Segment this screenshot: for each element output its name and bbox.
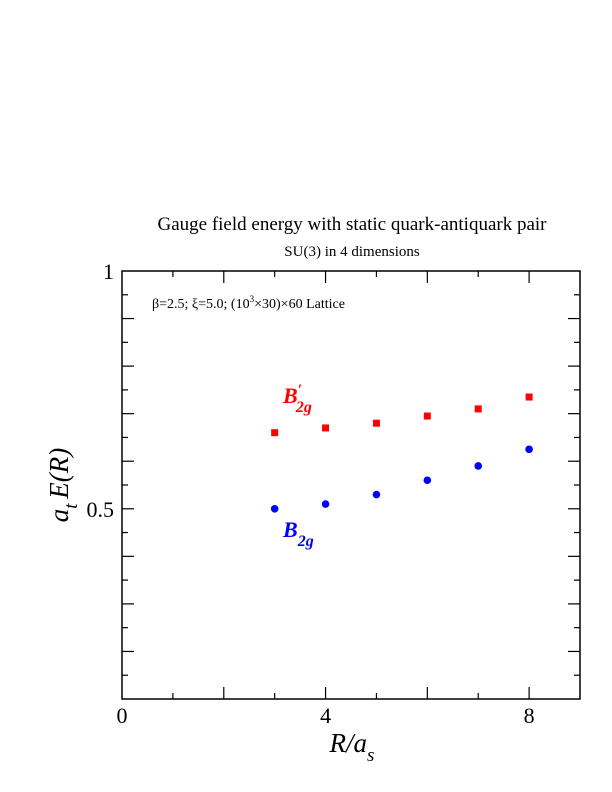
data-point-series1-0 [270, 504, 279, 513]
data-point-series1-4 [474, 462, 483, 470]
plot-area [121, 270, 581, 700]
data-points [270, 393, 533, 513]
axis-ticks [122, 271, 580, 699]
y-axis-label: at E(R) [44, 448, 82, 523]
data-point-series0-4 [474, 405, 482, 413]
x-axis-label: R/as [329, 728, 375, 766]
data-point-series0-3 [423, 412, 431, 420]
x-tick-label-8: 8 [524, 703, 535, 728]
data-point-series1-2 [372, 490, 381, 499]
series-label-b2g-prime: B′ 2g [282, 382, 312, 416]
data-point-series0-2 [372, 419, 380, 427]
y-tick-label-0.5: 0.5 [87, 497, 115, 522]
y-tick-label-1: 1 [103, 259, 114, 284]
chart-title: Gauge field energy with static quark-ant… [157, 214, 547, 235]
series-label-b2g: B2g [282, 517, 314, 550]
chart-subtitle: SU(3) in 4 dimensions [284, 244, 420, 260]
data-point-series0-5 [525, 393, 533, 401]
lattice-annotation: β=2.5; ξ=5.0; (103×30)×60 Lattice [152, 294, 345, 312]
data-point-series1-3 [423, 476, 432, 485]
x-tick-label-0: 0 [117, 703, 128, 728]
x-tick-label-4: 4 [320, 703, 331, 728]
data-point-series1-1 [321, 500, 330, 508]
data-point-series0-0 [271, 429, 279, 437]
data-point-series0-1 [322, 424, 330, 432]
data-point-series1-5 [525, 445, 533, 454]
